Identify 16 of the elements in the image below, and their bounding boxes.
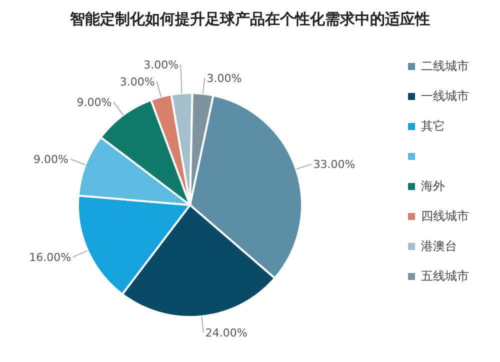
data-label: 24.00% bbox=[205, 326, 248, 340]
data-label: 16.00% bbox=[29, 251, 72, 264]
data-label: 9.00% bbox=[76, 96, 112, 110]
data-label: 3.00% bbox=[144, 58, 179, 72]
legend-label: 港澳台 bbox=[421, 239, 457, 253]
legend-label: 四线城市 bbox=[421, 209, 469, 223]
data-label: 9.00% bbox=[34, 153, 68, 166]
chart-title: 智能定制化如何提升足球产品在个性化需求中的适应性 bbox=[69, 10, 430, 28]
legend-label: 海外 bbox=[421, 179, 445, 193]
data-label: 33.00% bbox=[313, 158, 356, 172]
data-label: 3.00% bbox=[206, 72, 242, 85]
legend-label: 其它 bbox=[421, 119, 445, 133]
data-label: 3.00% bbox=[120, 75, 155, 88]
legend-label: 二线城市 bbox=[421, 59, 469, 73]
legend-label: 一线城市 bbox=[421, 89, 469, 103]
legend-label: 五线城市 bbox=[421, 269, 469, 283]
